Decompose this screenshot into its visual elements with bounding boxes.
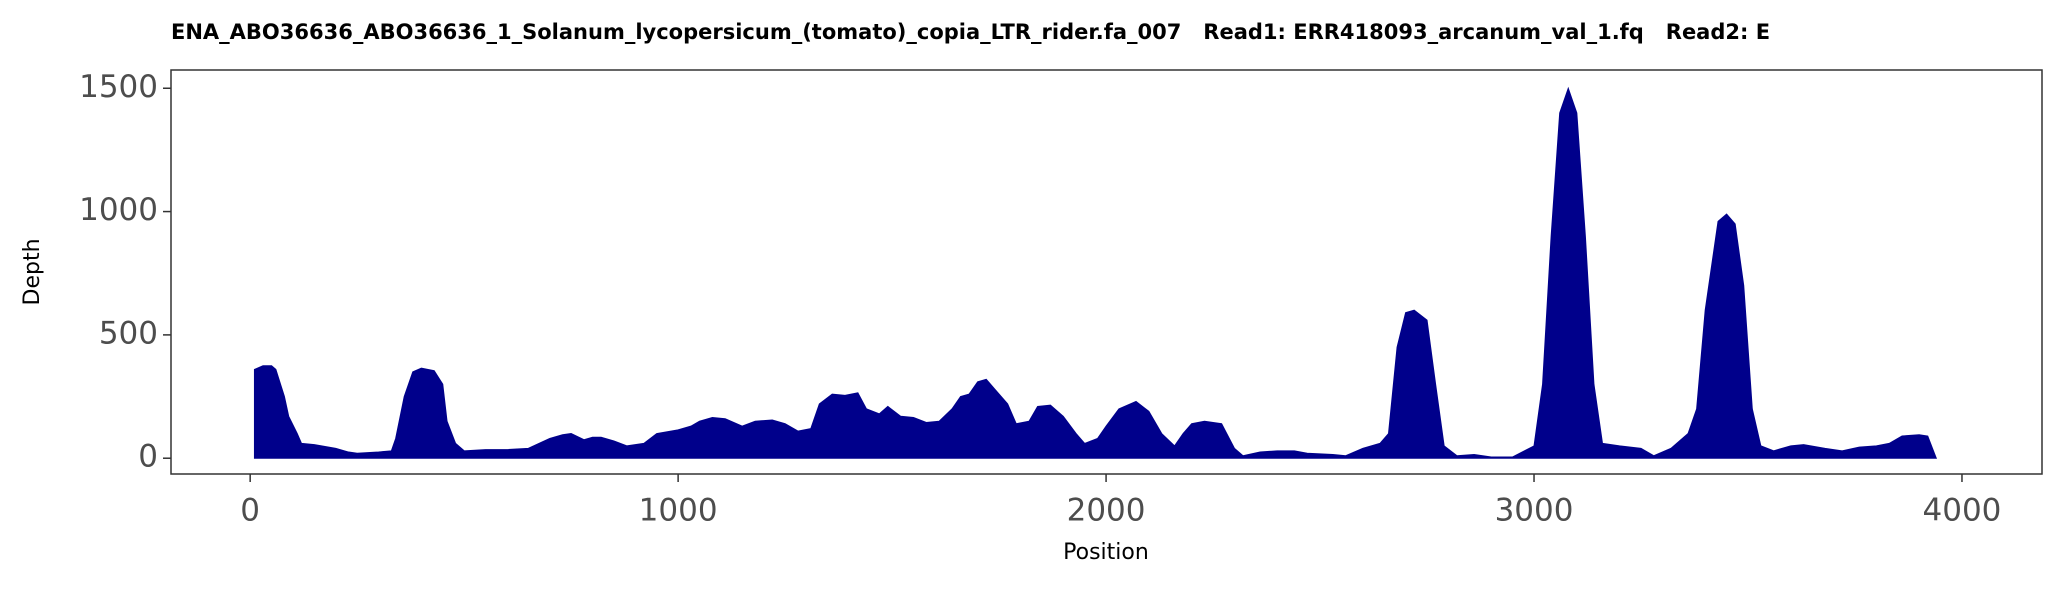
y-tick-label: 500 — [99, 315, 158, 351]
x-tick-label: 4000 — [1923, 493, 2002, 529]
y-tick-label: 0 — [138, 439, 158, 475]
x-axis-title: Position — [1063, 540, 1149, 565]
chart-title: ENA_ABO36636_ABO36636_1_Solanum_lycopers… — [171, 20, 1770, 44]
x-tick-label: 2000 — [1067, 493, 1146, 529]
y-tick-label: 1500 — [79, 69, 158, 105]
plot-frame — [170, 69, 2043, 475]
depth-area — [253, 86, 1938, 459]
x-tick-label: 1000 — [639, 493, 718, 529]
x-tick-label: 3000 — [1495, 493, 1574, 529]
x-tick-label: 0 — [240, 493, 260, 529]
y-tick-label: 1000 — [79, 192, 158, 228]
y-axis-title: Depth — [20, 238, 45, 305]
